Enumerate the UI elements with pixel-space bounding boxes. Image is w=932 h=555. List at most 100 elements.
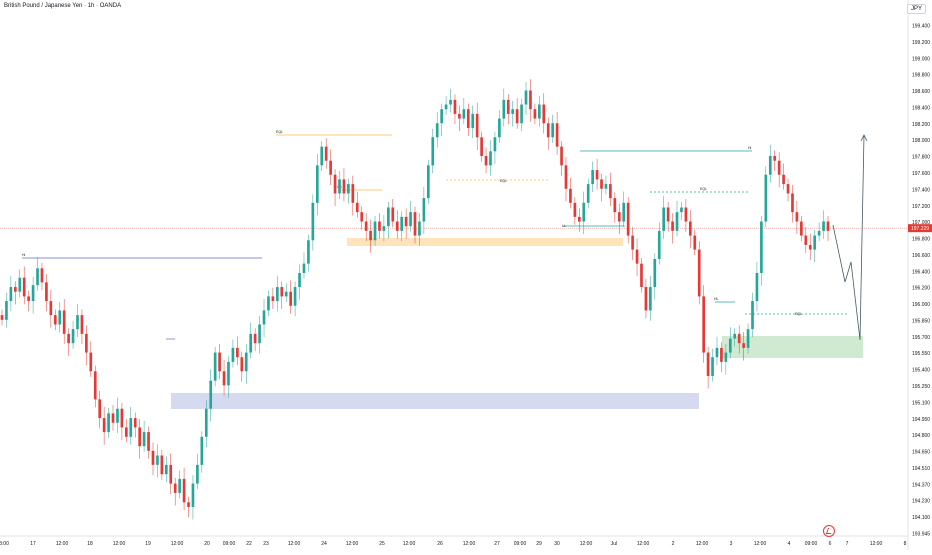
candle-body <box>93 371 97 400</box>
candle-body <box>626 202 630 236</box>
current-price-tag <box>908 224 932 233</box>
candle-body <box>817 230 821 236</box>
time-tick-label: 25 <box>379 541 385 547</box>
time-tick-label: 09:00 <box>514 541 527 547</box>
projection-arrow-head <box>860 134 868 142</box>
candle-body <box>0 315 4 320</box>
supply-zone-orange <box>347 238 623 246</box>
candle-body <box>782 174 785 185</box>
candle-body <box>178 478 181 493</box>
candle-body <box>435 123 439 138</box>
candle-body <box>706 352 710 376</box>
candle-body <box>697 249 701 297</box>
candle-body <box>728 338 732 353</box>
candle-body <box>689 221 692 236</box>
candle-body <box>604 184 608 189</box>
price-tick-label: 195.250 <box>912 384 930 390</box>
candle-body <box>147 432 150 451</box>
candle-body <box>253 333 257 344</box>
candle-body <box>404 216 408 227</box>
price-tick-label: 199.000 <box>912 56 930 62</box>
candle-body <box>591 170 594 185</box>
time-tick-label: 12:00 <box>56 541 69 547</box>
time-tick-label: 19 <box>145 541 151 547</box>
current-price-text: 197.229 <box>911 226 929 232</box>
candle-body <box>489 151 492 166</box>
candle-body <box>768 156 772 175</box>
candle-body <box>53 315 57 325</box>
time-tick-label: 29 <box>536 541 542 547</box>
candle-body <box>213 352 217 381</box>
time-tick-label: 09:00 <box>223 541 236 547</box>
time-tick-label: 24 <box>321 541 327 547</box>
candle-body <box>204 408 208 437</box>
candle-body <box>271 296 275 302</box>
candle-body <box>520 104 523 124</box>
time-tick-label: 12:00 <box>171 541 184 547</box>
candle-body <box>85 333 88 353</box>
candle-body <box>462 109 466 119</box>
candle-body <box>302 263 306 273</box>
candle-body <box>640 263 643 288</box>
price-tick-label: 194.650 <box>912 450 930 456</box>
demand-zone-lower <box>171 393 699 409</box>
candle-body <box>720 347 723 362</box>
candle-body <box>506 99 510 114</box>
candle-body <box>657 230 661 259</box>
price-tick-label: 197.800 <box>912 155 930 161</box>
price-tick-label: 196.400 <box>912 269 930 275</box>
candle-body <box>231 347 235 362</box>
candle-body <box>111 413 115 423</box>
annotation-label_f: EQL <box>700 187 707 191</box>
candle-body <box>440 109 443 124</box>
candle-body <box>711 357 714 376</box>
candle-body <box>89 352 93 372</box>
candle-body <box>777 160 781 175</box>
candle-body <box>307 240 310 264</box>
price-tick-label: 193.945 <box>912 532 930 538</box>
currency-label[interactable]: JPY <box>906 4 926 14</box>
candle-body <box>737 333 741 344</box>
candle-body <box>475 113 479 138</box>
time-tick-label: 12:00 <box>346 541 359 547</box>
candle-body <box>426 165 430 199</box>
candle-body <box>693 235 697 250</box>
candle-body <box>493 137 497 152</box>
candle-body <box>755 273 759 302</box>
candle-body <box>560 146 563 166</box>
candle-body <box>5 301 8 320</box>
price-tick-label: 194.510 <box>912 466 930 472</box>
candle-body <box>826 221 830 231</box>
price-axis-panel <box>908 0 932 550</box>
time-tick-label: 12:00 <box>754 541 767 547</box>
candle-body <box>373 221 377 241</box>
price-tick-label: 195.850 <box>912 318 930 324</box>
tradingview-logo-icon[interactable] <box>823 525 835 537</box>
candle-body <box>453 99 457 114</box>
candle-body <box>484 156 488 166</box>
candle-body <box>387 207 390 227</box>
time-tick-label: 3:00 <box>0 541 9 547</box>
candle-body <box>240 357 244 372</box>
candle-body <box>671 221 674 231</box>
candle-body <box>760 221 763 273</box>
annotation-label_a: Hi <box>22 253 26 257</box>
price-tick-label: 197.400 <box>912 187 930 193</box>
candle-body <box>471 113 475 128</box>
time-tick-label: 22 <box>246 541 252 547</box>
candle-body <box>529 90 532 110</box>
candle-body <box>36 268 39 286</box>
candle-body <box>724 352 728 362</box>
price-tick-label: 198.200 <box>912 122 930 128</box>
time-tick-label: 20 <box>204 541 210 547</box>
price-tick-label: 198.800 <box>912 73 930 79</box>
candle-body <box>276 287 279 302</box>
candle-body <box>622 202 626 222</box>
time-tick-label: 17 <box>30 541 36 547</box>
candle-body <box>449 99 452 105</box>
candle-body <box>662 207 666 231</box>
time-tick-label: 12:00 <box>696 541 709 547</box>
time-tick-label: 4 <box>788 541 791 547</box>
